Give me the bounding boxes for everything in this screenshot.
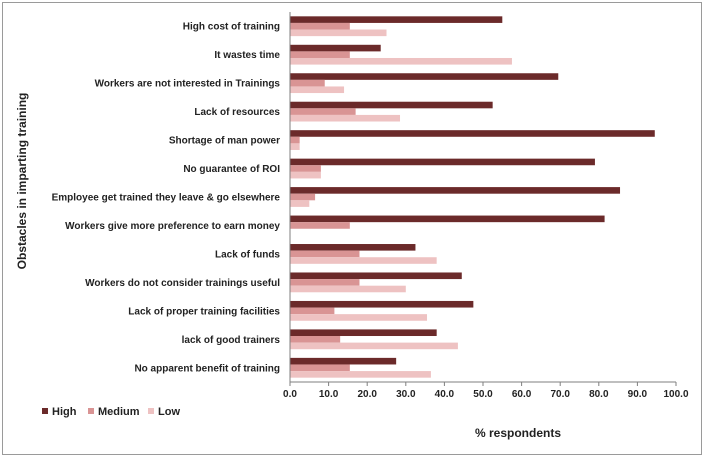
bar-medium-4 (290, 136, 300, 144)
bar-low-1 (290, 57, 512, 65)
bar-medium-2 (290, 79, 325, 87)
x-tick-label: 50.0 (473, 389, 493, 400)
legend-label-low: Low (158, 406, 180, 418)
x-tick-labels: 0.0 10.0 20.0 30.0 40.0 50.0 60.0 70.0 80.0 90.0 1… (283, 382, 689, 400)
bars-group (290, 16, 655, 378)
category-label: Lack of resources (194, 107, 280, 118)
bar-high-0 (290, 16, 503, 23)
bar-low-4 (290, 143, 300, 150)
bar-medium-5 (290, 165, 321, 172)
bar-medium-12 (290, 364, 350, 372)
category-label: No apparent benefit of training (134, 363, 280, 374)
bar-medium-11 (290, 336, 341, 343)
legend-label-high: High (52, 406, 77, 418)
legend-swatch-medium (88, 408, 94, 414)
x-tick-label: 60.0 (512, 389, 532, 400)
bar-medium-10 (290, 307, 335, 315)
bar-high-8 (290, 244, 416, 251)
bar-low-8 (290, 257, 437, 264)
category-label: Lack of proper training facilities (128, 306, 280, 317)
legend-swatch-high (42, 408, 48, 414)
bar-high-6 (290, 187, 621, 194)
bar-medium-1 (290, 51, 350, 58)
bar-high-2 (290, 73, 559, 80)
category-label: lack of good trainers (182, 335, 281, 346)
bar-low-9 (290, 285, 406, 293)
x-tick-label: 0.0 (283, 389, 297, 400)
bar-high-3 (290, 101, 493, 109)
bar-medium-8 (290, 250, 360, 258)
bar-high-5 (290, 158, 595, 166)
category-label: Employee get trained they leave & go els… (52, 193, 281, 204)
bar-medium-3 (290, 108, 356, 115)
category-label: Workers give more preference to earn mon… (65, 221, 280, 232)
bar-medium-6 (290, 193, 316, 201)
category-label: High cost of training (183, 22, 280, 33)
bar-high-7 (290, 215, 605, 223)
x-tick-label: 30.0 (396, 389, 416, 400)
category-label: No guarantee of ROI (183, 164, 280, 175)
bar-high-10 (290, 300, 474, 308)
category-label: Workers are not interested in Trainings (95, 79, 281, 90)
bar-high-9 (290, 272, 462, 280)
bar-medium-9 (290, 279, 360, 286)
bar-low-11 (290, 342, 458, 350)
category-label: Workers do not consider trainings useful (85, 278, 280, 289)
bar-high-12 (290, 357, 397, 365)
legend: High Medium Low (42, 406, 180, 418)
bar-low-12 (290, 371, 431, 378)
x-tick-label: 80.0 (589, 389, 609, 400)
x-tick-label: 100.0 (663, 389, 688, 400)
bar-low-2 (290, 86, 345, 94)
bar-low-5 (290, 171, 321, 179)
bar-low-6 (290, 200, 310, 207)
legend-swatch-low (148, 408, 154, 414)
bar-high-4 (290, 130, 655, 137)
bar-low-0 (290, 29, 387, 37)
bar-low-10 (290, 314, 428, 321)
category-label: It wastes time (214, 50, 280, 61)
category-label: Shortage of man power (169, 136, 280, 147)
bar-high-1 (290, 44, 381, 52)
x-tick-label: 70.0 (550, 389, 570, 400)
x-tick-label: 90.0 (628, 389, 648, 400)
bar-medium-7 (290, 222, 350, 229)
x-tick-label: 40.0 (435, 389, 455, 400)
bar-medium-0 (290, 22, 350, 30)
x-tick-label: 10.0 (319, 389, 339, 400)
bar-low-3 (290, 114, 401, 122)
bar-high-11 (290, 329, 437, 337)
x-axis-title: % respondents (475, 426, 561, 440)
y-axis-title: Obstacles in imparting training (15, 93, 29, 270)
category-labels: High cost of training It wastes time Worke… (52, 22, 281, 375)
x-tick-label: 20.0 (357, 389, 377, 400)
category-label: Lack of funds (215, 249, 280, 260)
legend-label-medium: Medium (98, 406, 140, 418)
